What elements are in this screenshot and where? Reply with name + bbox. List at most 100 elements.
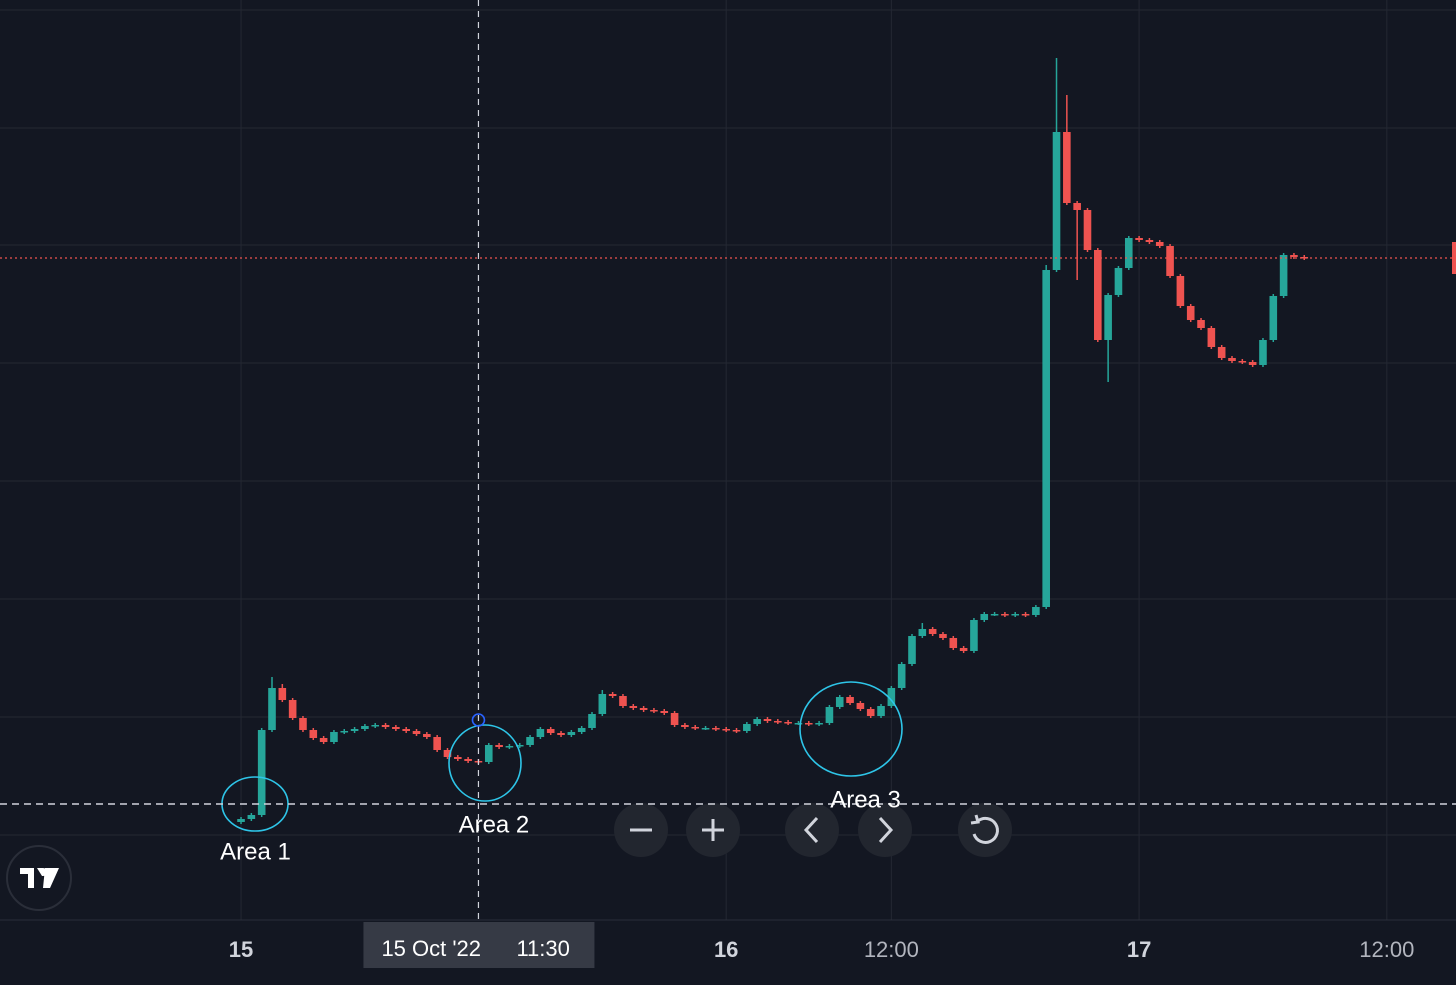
candle-body bbox=[423, 734, 431, 737]
candle-body bbox=[567, 732, 576, 735]
candle-body bbox=[350, 729, 359, 731]
grid bbox=[0, 0, 1456, 920]
scroll-right-button[interactable] bbox=[858, 803, 912, 857]
candle-body bbox=[247, 815, 256, 819]
zoom-out-button[interactable] bbox=[614, 803, 668, 857]
candle-body bbox=[402, 729, 410, 731]
area-circle bbox=[799, 681, 903, 777]
candle-body bbox=[701, 728, 710, 730]
scroll-left-button[interactable] bbox=[785, 803, 839, 857]
candle-body bbox=[495, 745, 503, 747]
candle-body bbox=[681, 725, 689, 727]
candle-body bbox=[897, 664, 906, 688]
crosshair-marker bbox=[471, 713, 486, 727]
candle-body bbox=[1197, 320, 1205, 328]
candle-body bbox=[866, 709, 875, 716]
price-marker bbox=[1452, 242, 1456, 274]
candle-body bbox=[970, 620, 978, 651]
candle-body bbox=[288, 700, 297, 718]
candle-body bbox=[536, 729, 545, 737]
candle-body bbox=[1186, 306, 1195, 320]
candle-body bbox=[1228, 358, 1236, 361]
candle-body bbox=[1166, 246, 1174, 276]
crosshair-date: 15 Oct '22 bbox=[381, 936, 481, 961]
candle-body bbox=[1042, 270, 1050, 607]
candle-body bbox=[546, 729, 555, 733]
x-tick-label: 15 bbox=[229, 937, 253, 962]
zoom-in-button[interactable] bbox=[686, 803, 740, 857]
candle-body bbox=[660, 711, 669, 713]
candle-body bbox=[1248, 362, 1257, 365]
candle-body bbox=[691, 727, 700, 729]
candle-body bbox=[753, 719, 761, 724]
x-tick-label: 12:00 bbox=[864, 937, 919, 962]
candle-body bbox=[887, 688, 896, 706]
candle-body bbox=[309, 730, 318, 738]
candle-body bbox=[1063, 132, 1071, 203]
candle-body bbox=[959, 648, 968, 651]
candle-body bbox=[515, 745, 524, 747]
candle-body bbox=[949, 638, 958, 648]
candle-body bbox=[835, 697, 844, 707]
candle-body bbox=[1124, 238, 1133, 268]
candle-body bbox=[939, 634, 947, 638]
candle-body bbox=[484, 745, 493, 762]
candle-body bbox=[639, 708, 648, 710]
controls bbox=[614, 803, 1012, 857]
candle-body bbox=[598, 694, 607, 714]
candle-body bbox=[381, 725, 390, 727]
candle-body bbox=[412, 731, 421, 734]
candle-body bbox=[1238, 361, 1247, 363]
candle-body bbox=[588, 714, 596, 728]
candle-body bbox=[794, 723, 803, 725]
candle-body bbox=[918, 629, 927, 636]
candle-body bbox=[577, 728, 586, 732]
candle-body bbox=[1083, 210, 1092, 250]
candle-body bbox=[237, 819, 245, 822]
candle-body bbox=[392, 727, 400, 729]
candles bbox=[237, 58, 1309, 824]
candle-body bbox=[629, 706, 638, 708]
candle-body bbox=[650, 710, 658, 712]
candle-body bbox=[732, 730, 741, 732]
candle-body bbox=[257, 730, 266, 815]
reset-button[interactable] bbox=[958, 803, 1012, 857]
candle-body bbox=[557, 733, 565, 735]
annotation: Area 1 bbox=[220, 838, 291, 865]
candle-body bbox=[980, 614, 989, 620]
candle-body bbox=[670, 713, 679, 725]
candle-body bbox=[1001, 614, 1009, 616]
candle-body bbox=[1176, 276, 1185, 306]
candle-body bbox=[371, 725, 380, 727]
candle-body bbox=[1114, 268, 1123, 295]
candle-body bbox=[268, 688, 276, 730]
x-tick-label: 17 bbox=[1127, 937, 1151, 962]
candle-body bbox=[319, 738, 328, 742]
candle-body bbox=[433, 737, 441, 750]
candle-body bbox=[1300, 257, 1309, 259]
candle-body bbox=[1052, 132, 1061, 270]
candle-body bbox=[774, 721, 782, 723]
candle-body bbox=[1269, 296, 1278, 340]
candle-body bbox=[619, 696, 627, 706]
candle-body bbox=[464, 759, 472, 761]
candle-body bbox=[1104, 295, 1112, 340]
logo[interactable] bbox=[6, 845, 72, 911]
candle-body bbox=[908, 636, 916, 664]
candle-body bbox=[1135, 238, 1143, 240]
annotation: Area 3 bbox=[830, 786, 901, 813]
candle-body bbox=[712, 728, 720, 730]
candle-body bbox=[856, 703, 865, 709]
candle-body bbox=[877, 706, 885, 716]
candle-body bbox=[763, 719, 772, 721]
candle-body bbox=[846, 697, 854, 703]
candle-body bbox=[743, 724, 751, 731]
candle-body bbox=[526, 737, 534, 745]
candle-body bbox=[1259, 340, 1267, 365]
candle-body bbox=[1021, 614, 1030, 616]
candle-body bbox=[1290, 255, 1298, 257]
annotation: Area 2 bbox=[459, 811, 530, 838]
candle-body bbox=[278, 688, 287, 700]
